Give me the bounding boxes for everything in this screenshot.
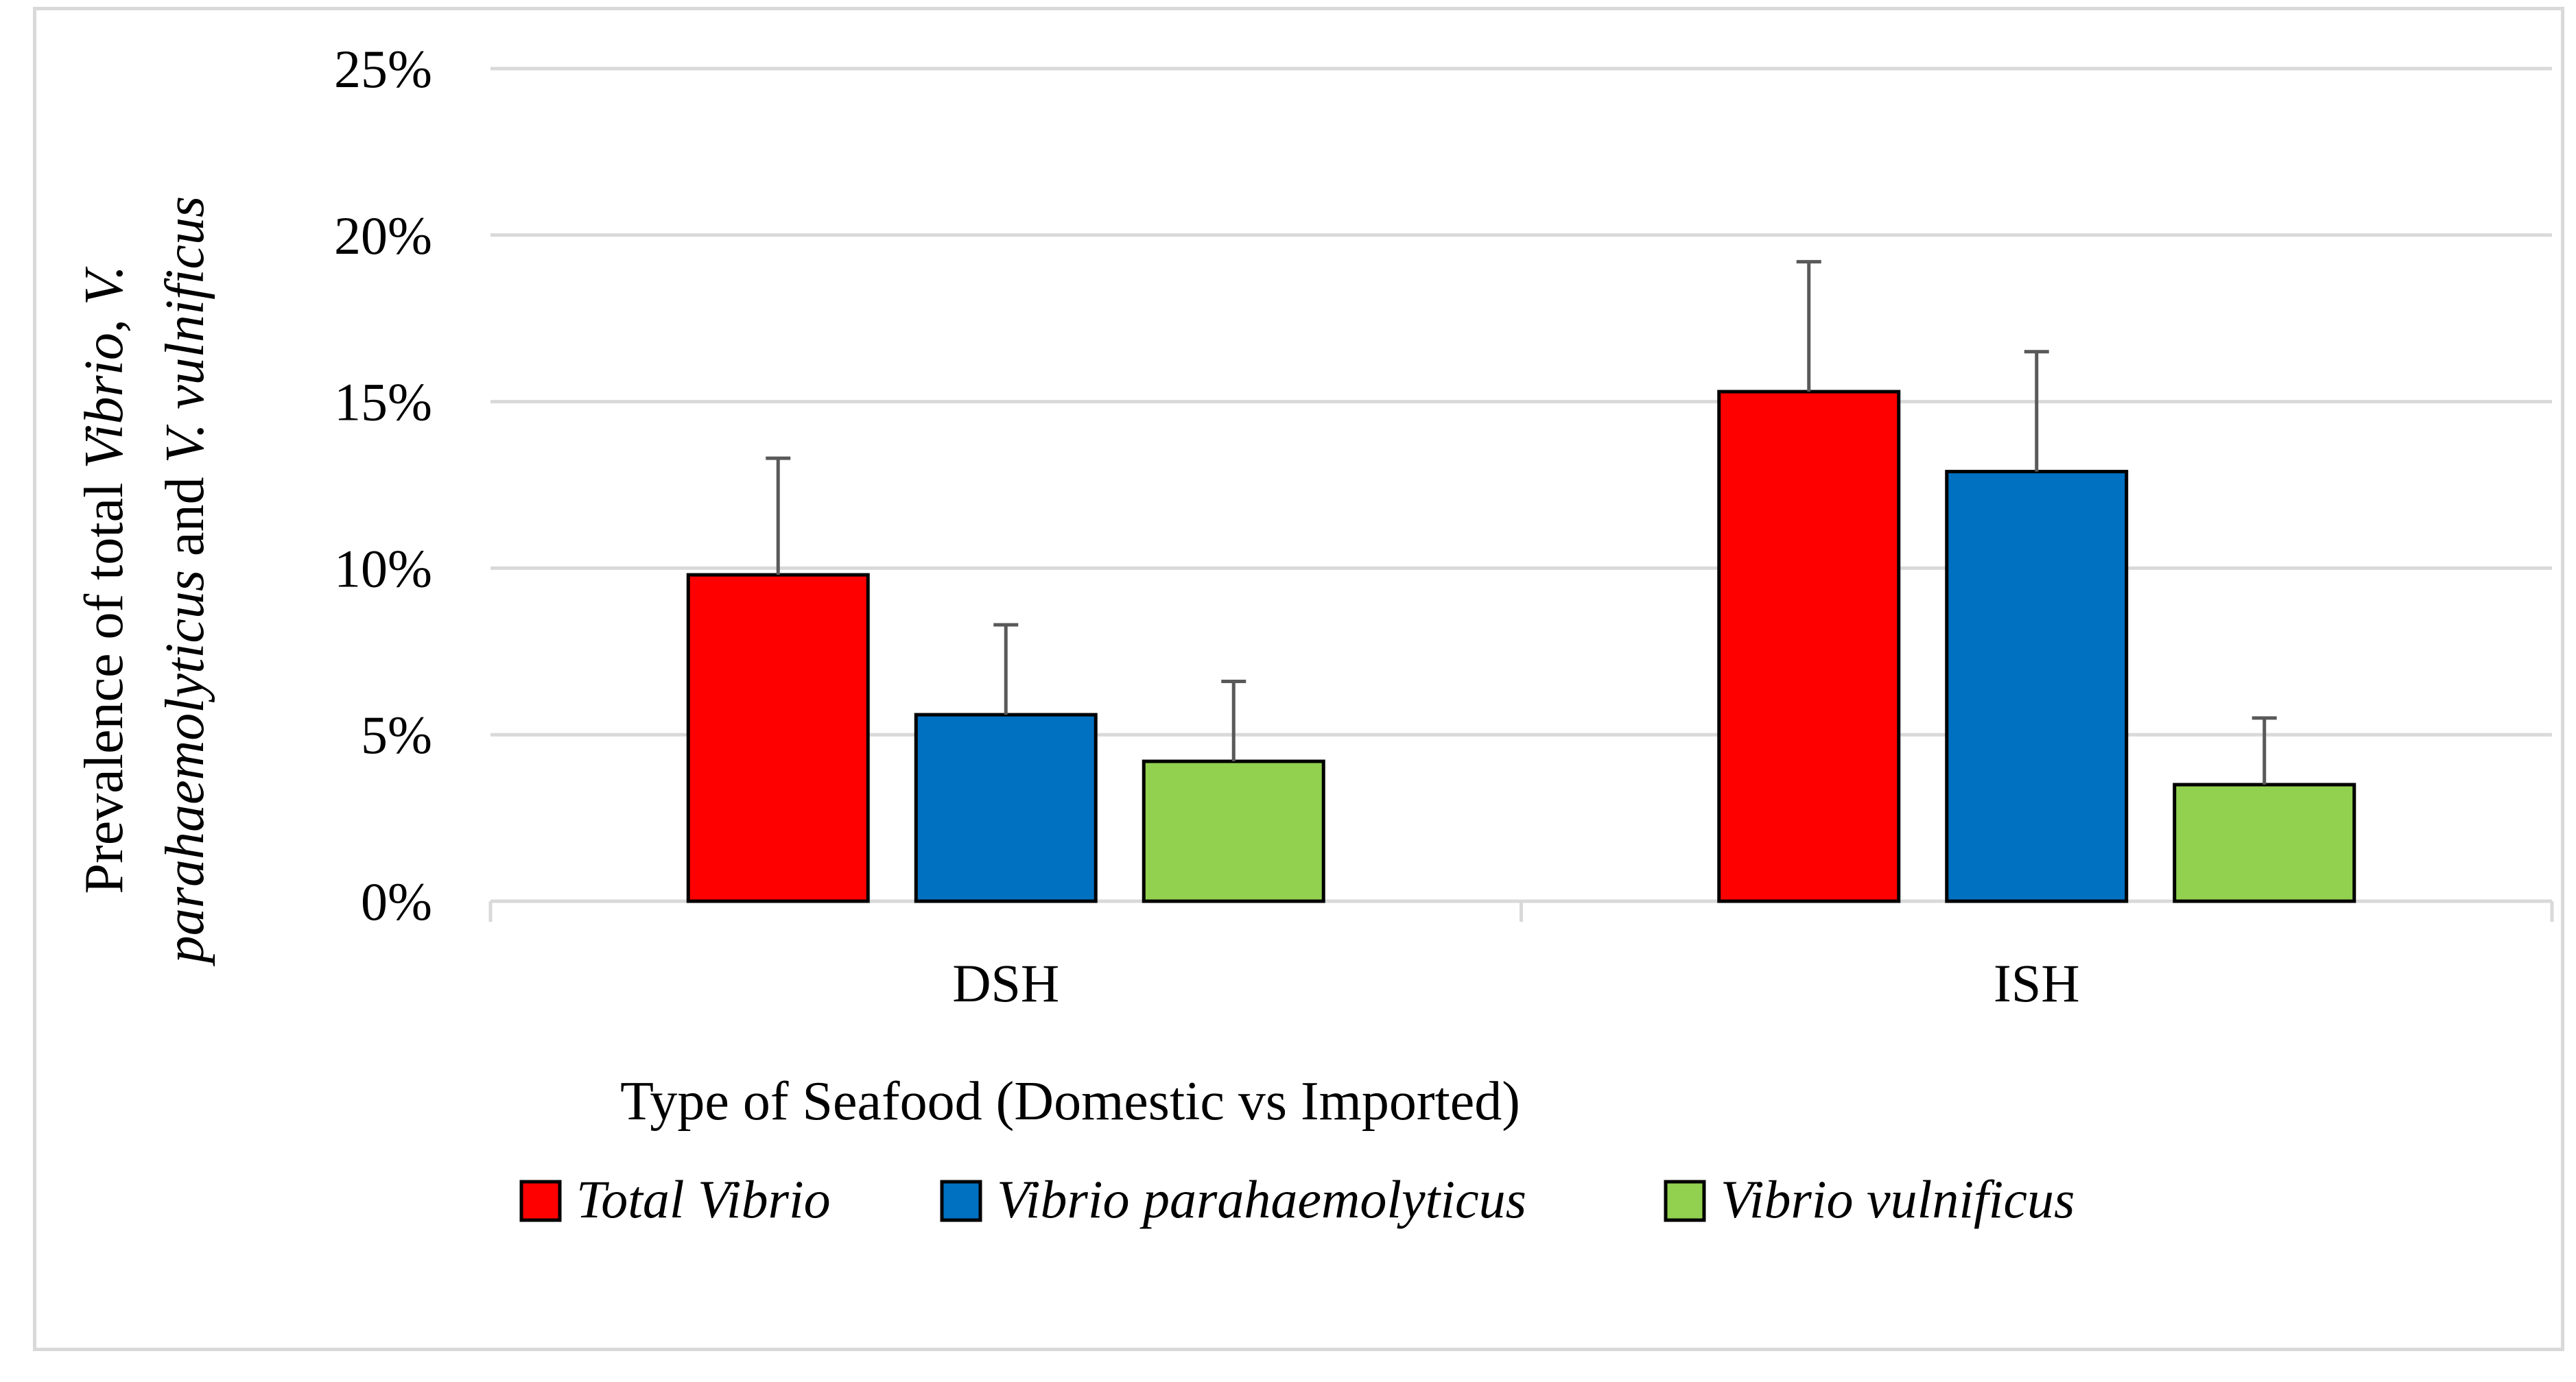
legend-label: Vibrio vulnificus <box>1721 1169 2075 1229</box>
y-tick-label: 5% <box>361 705 432 765</box>
legend-label: Total Vibrio <box>576 1169 831 1229</box>
bar <box>2173 783 2356 903</box>
legend-swatch <box>1664 1180 1706 1222</box>
legend-swatch <box>940 1180 982 1222</box>
x-axis-categories: DSH ISH <box>952 953 2079 1013</box>
legend-swatch <box>519 1180 562 1222</box>
x-category-label: DSH <box>952 953 1059 1013</box>
bar <box>1717 390 1901 903</box>
y-axis-title-part: V. <box>74 265 134 306</box>
y-axis-title-part: V. vulnificus <box>155 196 215 464</box>
y-axis-ticks: 0% 5% 10% 15% 20% 25% <box>334 39 432 931</box>
error-bars <box>766 260 2277 785</box>
bar <box>1142 759 1325 903</box>
legend-label: Vibrio parahaemolyticus <box>997 1169 1526 1229</box>
y-tick-label: 15% <box>334 372 432 432</box>
y-tick-label: 10% <box>334 538 432 598</box>
legend: Total Vibrio Vibrio parahaemolyticus Vibri… <box>519 1169 2075 1229</box>
y-axis-title-line2: parahaemolyticus and V. vulnificus <box>155 196 215 966</box>
x-axis-title: Type of Seafood (Domestic vs Imported) <box>620 1071 1520 1132</box>
y-axis-title-part: parahaemolyticus <box>155 570 215 966</box>
y-axis-title-part: , <box>74 305 134 333</box>
y-tick-label: 25% <box>334 39 432 99</box>
bars <box>686 390 2356 903</box>
chart-frame <box>33 7 2564 1351</box>
x-category-label: ISH <box>1994 953 2080 1013</box>
y-axis-title-part: and <box>155 463 215 570</box>
y-axis-title-line1: Prevalence of total Vibrio, V. <box>74 265 134 894</box>
bar <box>686 573 870 903</box>
bar <box>914 713 1098 903</box>
y-tick-label: 20% <box>334 206 432 265</box>
bar <box>1945 470 2129 903</box>
y-axis-title-part: Prevalence of total <box>74 469 134 894</box>
y-axis-title-part: Vibrio <box>74 333 134 469</box>
y-tick-label: 0% <box>361 872 432 931</box>
